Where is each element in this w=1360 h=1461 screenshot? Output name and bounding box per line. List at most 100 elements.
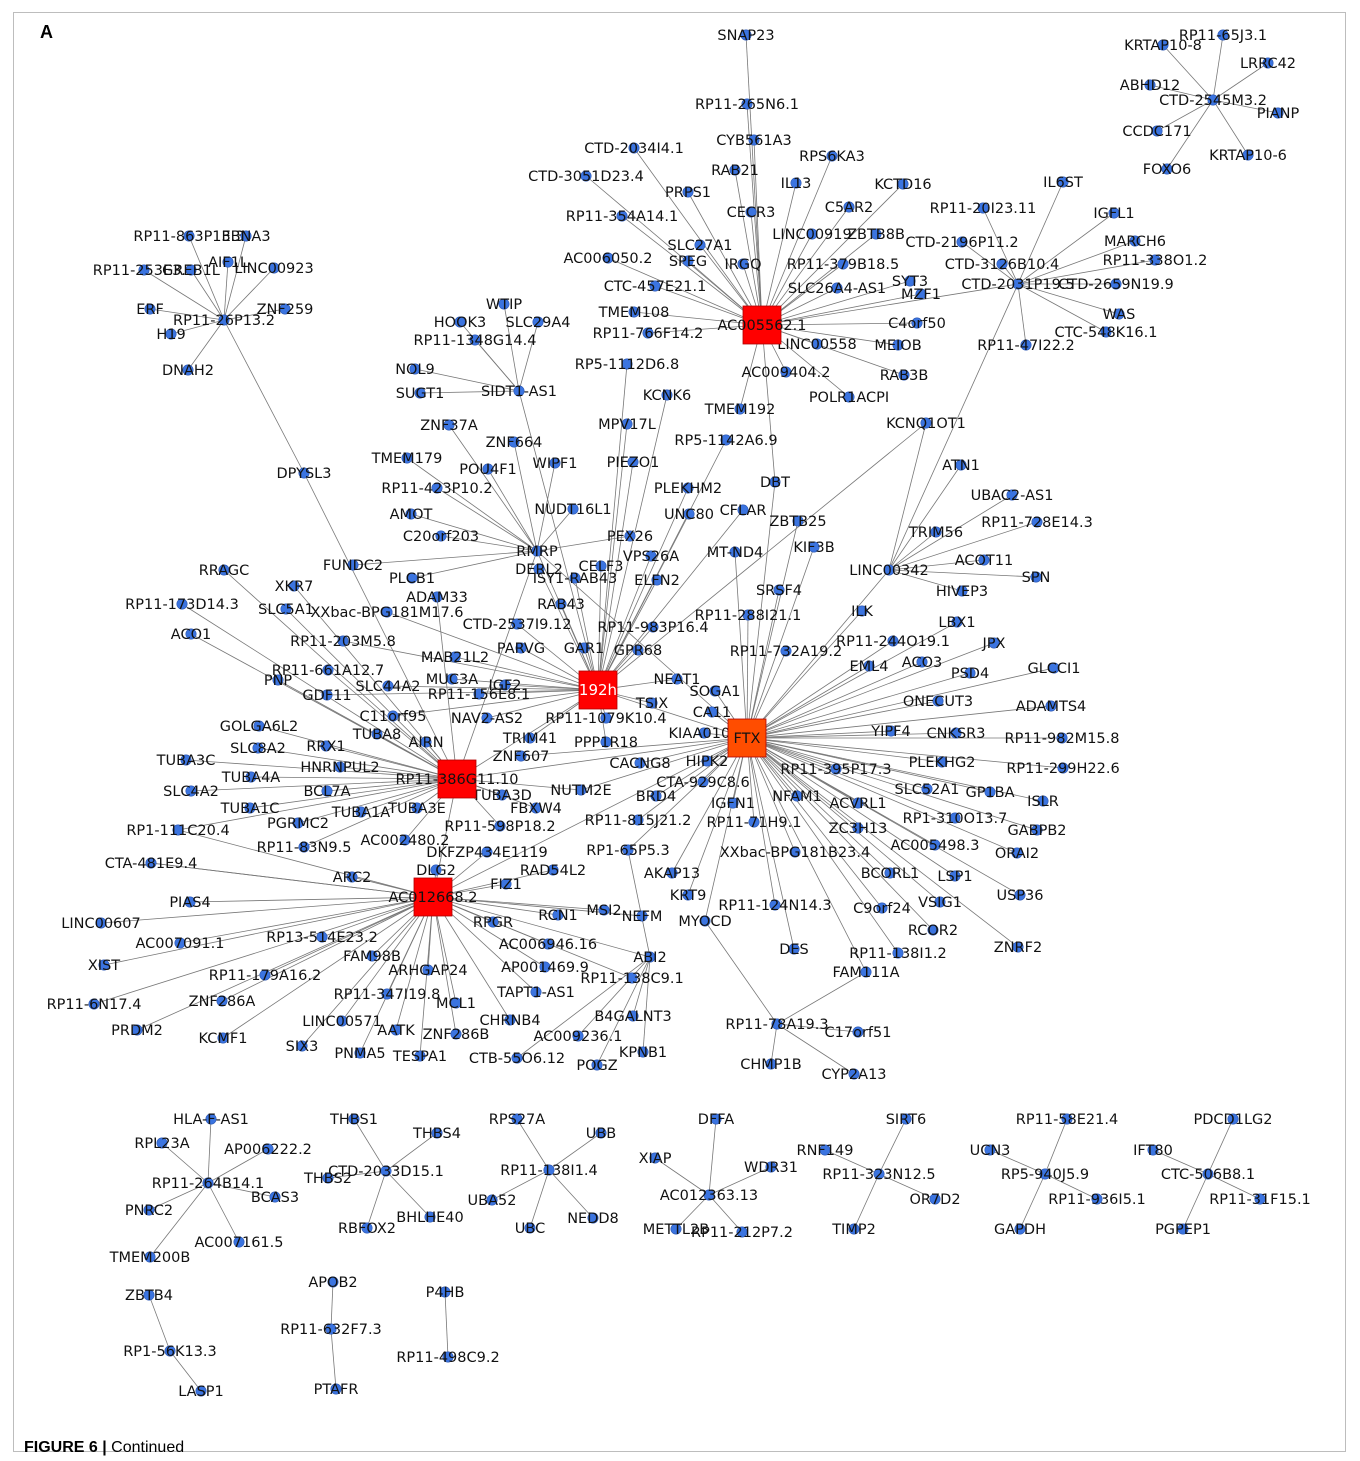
- node-dot: [406, 572, 418, 584]
- node-label: TUBA1A: [331, 805, 391, 821]
- node-dot: [184, 896, 196, 908]
- node-dot: [180, 754, 192, 766]
- node-c20orf203: C20orf203: [403, 529, 479, 545]
- node-parvg: PARVG: [497, 641, 545, 657]
- node-rp11-138i1-4: RP11-138I1.4: [500, 1163, 598, 1179]
- node-dot: [1202, 1168, 1214, 1180]
- node-dot: [627, 1010, 639, 1022]
- node-des: DES: [779, 942, 809, 958]
- node-pgpep1: PGPEP1: [1155, 1222, 1211, 1238]
- edge-rp11-26p13-2-rp11-863p13-3: [188, 235, 225, 321]
- node-gdf11: GDF11: [302, 688, 351, 704]
- node-islr: ISLR: [1027, 794, 1059, 810]
- node-label: RP11-395P17.3: [780, 762, 891, 778]
- node-label: GPR68: [614, 643, 663, 659]
- node-label: ADAMTS4: [1016, 699, 1087, 715]
- node-label: FAM111A: [832, 965, 899, 981]
- node-label: RP13-514E23.2: [266, 930, 378, 946]
- node-dot: [642, 327, 654, 339]
- node-label: FOXO6: [1143, 162, 1191, 178]
- node-dot: [1014, 889, 1026, 901]
- node-label: SLC29A4: [505, 315, 570, 331]
- node-label: UCN3: [970, 1143, 1011, 1159]
- node-label: RP11-179A16.2: [209, 968, 321, 984]
- node-label: ACO3: [902, 655, 942, 671]
- node-znrf2: ZNRF2: [994, 940, 1042, 956]
- node-p4hb: P4HB: [426, 1285, 465, 1301]
- node-dot: [1056, 732, 1068, 744]
- node-dot: [811, 338, 823, 350]
- node-speg: SPEG: [669, 254, 707, 270]
- node-label: XXbac-BPG181M17.6: [310, 605, 463, 621]
- node-ctb-55o6-12: CTB-55O6.12: [469, 1051, 565, 1067]
- node-label: ZNF286B: [423, 1027, 490, 1043]
- node-label: IFT80: [1133, 1143, 1173, 1159]
- node-elfn2: ELFN2: [634, 573, 680, 589]
- node-rp11-323n12-5: RP11-323N12.5: [822, 1167, 935, 1183]
- node-dot: [218, 314, 230, 326]
- node-rp11-598p18-2: RP11-598P18.2: [444, 819, 555, 835]
- edge-192h-slc44a2: [387, 685, 599, 691]
- edge-ftx-glcci1: [746, 667, 1055, 739]
- node-dot: [252, 742, 264, 754]
- node-label: HIVEP3: [936, 584, 988, 600]
- hub-ctd-2545m3-2: CTD-2545M3.2: [1159, 93, 1267, 109]
- node-rp11-982m15-8: RP11-982M15.8: [1005, 731, 1120, 747]
- edge-rp11-26p13-2-linc00923: [223, 267, 275, 321]
- node-nav2-as2: NAV2-AS2: [451, 711, 523, 727]
- node-ac006050-2: AC006050.2: [564, 251, 653, 267]
- node-label: RRAGC: [199, 563, 250, 579]
- edge-ftx-lsp1: [746, 737, 956, 877]
- node-prdm2: PRDM2: [111, 1023, 163, 1039]
- node-ctd-2537i9-12: CTD-2537I9.12: [463, 617, 572, 633]
- node-tuba1a: TUBA1A: [331, 805, 391, 821]
- edge-ac012668-2-xist: [103, 896, 434, 966]
- hub-rp11-26p13-2: RP11-26P13.2: [173, 313, 275, 329]
- edge-abi2-b4galnt3: [632, 956, 651, 1017]
- node-arc2: ARC2: [333, 870, 372, 886]
- edge-192h-rp11-203m5-8: [342, 640, 599, 691]
- node-onecut3: ONECUT3: [903, 694, 973, 710]
- node-dot: [876, 902, 888, 914]
- node-label: GLCCI1: [1027, 661, 1080, 677]
- edge-rp11-78a19-3-chmp1b: [770, 1023, 778, 1065]
- node-aatk: AATK: [377, 1023, 415, 1039]
- hub-square: [742, 305, 782, 345]
- node-foxo6: FOXO6: [1143, 162, 1191, 178]
- node-label: NUTM2E: [550, 783, 611, 799]
- node-znf286b: ZNF286B: [423, 1027, 490, 1043]
- node-il13: IL13: [781, 176, 812, 192]
- node-dot: [930, 526, 942, 538]
- node-dot: [791, 790, 803, 802]
- node-march6: MARCH6: [1104, 234, 1166, 250]
- edge-rp11-26p13-2-h19: [170, 319, 225, 335]
- node-dot: [530, 802, 542, 814]
- node-dot: [682, 255, 694, 267]
- edge-ac005562-1-tmem108: [633, 311, 763, 326]
- node-label: RBFOX2: [338, 1221, 396, 1237]
- edge-abi2-pogz: [596, 956, 651, 1066]
- node-slc8a2: SLC8A2: [230, 741, 286, 757]
- node-label: CHRNB4: [479, 1013, 540, 1029]
- node-dot: [831, 282, 843, 294]
- node-label: PNRC2: [125, 1203, 173, 1219]
- node-dot: [988, 637, 1000, 649]
- edge-192h-celf3: [597, 565, 602, 691]
- panel-letter: A: [40, 22, 53, 42]
- node-nutm2e: NUTM2E: [550, 783, 611, 799]
- edge-rp11-138i1-4-rps27a: [516, 1118, 550, 1171]
- node-dot: [496, 789, 508, 801]
- node-igfl1: IGFL1: [1093, 206, 1134, 222]
- node-kcmf1: KCMF1: [199, 1031, 248, 1047]
- node-label: SYT3: [892, 274, 928, 290]
- node-ptafr: PTAFR: [314, 1382, 359, 1398]
- hub-label: CTD-2545M3.2: [1159, 93, 1267, 109]
- node-label: RPGR: [473, 915, 513, 931]
- node-dot: [789, 846, 801, 858]
- edge-192h-xxbac-bpg181m17-6: [386, 611, 599, 691]
- node-lrrc42: LRRC42: [1240, 56, 1296, 72]
- node-dot: [411, 802, 423, 814]
- node-label: TIMP2: [831, 1222, 876, 1238]
- node-dot: [547, 864, 559, 876]
- node-label: RP1-56K13.3: [123, 1344, 217, 1360]
